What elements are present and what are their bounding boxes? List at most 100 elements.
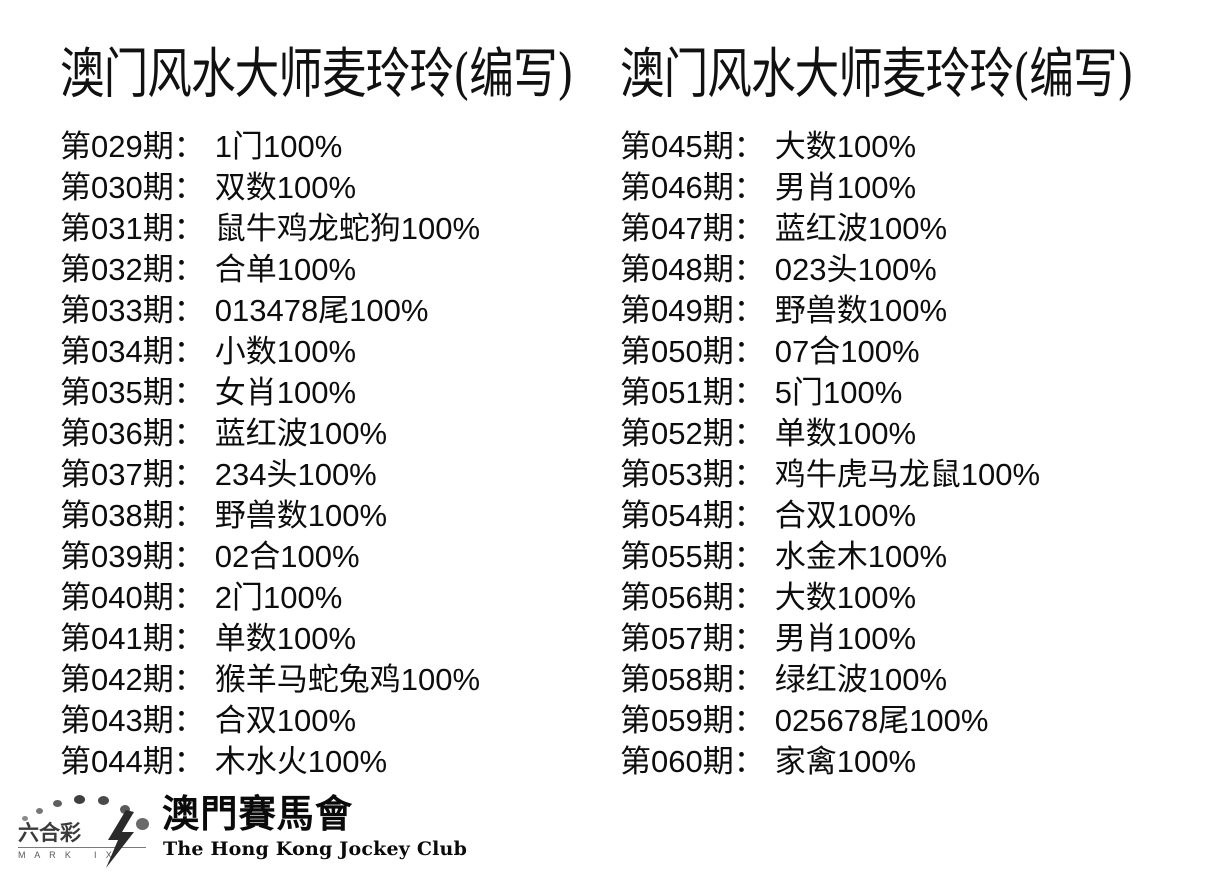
logo-divider: [18, 847, 146, 848]
prediction-row: 第040期： 2门100%: [60, 577, 620, 618]
jockey-club-chinese-name: 澳門賽馬會: [162, 791, 354, 836]
issue-label: 第042期：: [60, 662, 205, 697]
issue-label: 第046期：: [620, 170, 765, 205]
prediction-value: 07合100%: [774, 334, 920, 369]
prediction-row: 第039期： 02合100%: [60, 536, 620, 577]
prediction-row: 第058期： 绿红波100%: [620, 659, 1180, 700]
prediction-row: 第054期： 合双100%: [620, 495, 1180, 536]
prediction-row: 第049期： 野兽数100%: [620, 290, 1180, 331]
prediction-row: 第056期： 大数100%: [620, 577, 1180, 618]
prediction-value: 家禽100%: [774, 744, 917, 779]
prediction-value: 男肖100%: [774, 170, 917, 205]
prediction-row: 第057期： 男肖100%: [620, 618, 1180, 659]
issue-label: 第058期：: [620, 662, 765, 697]
prediction-row: 第038期： 野兽数100%: [60, 495, 620, 536]
prediction-value: 男肖100%: [774, 621, 917, 656]
prediction-row: 第047期： 蓝红波100%: [620, 208, 1180, 249]
issue-label: 第059期：: [620, 703, 765, 738]
prediction-row: 第034期： 小数100%: [60, 331, 620, 372]
prediction-value: 02合100%: [214, 539, 360, 574]
prediction-row: 第048期： 023头100%: [620, 249, 1180, 290]
issue-label: 第054期：: [620, 498, 765, 533]
issue-label: 第056期：: [620, 580, 765, 615]
prediction-row: 第045期： 大数100%: [620, 126, 1180, 167]
prediction-row: 第051期： 5门100%: [620, 372, 1180, 413]
mark-six-jockey-club-logo: 六合彩 M A R K I X 澳門賽馬會 The Hong Kong Jock…: [10, 791, 467, 868]
prediction-value: 木水火100%: [214, 744, 388, 779]
prediction-row: 第031期： 鼠牛鸡龙蛇狗100%: [60, 208, 620, 249]
prediction-value: 大数100%: [774, 580, 917, 615]
prediction-row: 第036期： 蓝红波100%: [60, 413, 620, 454]
prediction-row: 第041期： 单数100%: [60, 618, 620, 659]
prediction-value: 女肖100%: [214, 375, 357, 410]
prediction-row: 第032期： 合单100%: [60, 249, 620, 290]
prediction-value: 1门100%: [214, 129, 343, 164]
issue-label: 第044期：: [60, 744, 205, 779]
issue-label: 第040期：: [60, 580, 205, 615]
issue-label: 第039期：: [60, 539, 205, 574]
issue-label: 第037期：: [60, 457, 205, 492]
prediction-row: 第044期： 木水火100%: [60, 741, 620, 782]
prediction-value: 蓝红波100%: [214, 416, 388, 451]
issue-label: 第051期：: [620, 375, 765, 410]
right-prediction-list: 第045期： 大数100% 第046期： 男肖100% 第047期： 蓝红波10…: [620, 126, 1180, 782]
prediction-value: 5门100%: [774, 375, 903, 410]
lightning-bolt-icon: [106, 810, 134, 868]
issue-label: 第033期：: [60, 293, 205, 328]
prediction-value: 猴羊马蛇兔鸡100%: [214, 662, 481, 697]
right-column: 澳门风水大师麦玲玲(编写) 第045期： 大数100% 第046期： 男肖100…: [604, 0, 1208, 884]
prediction-value: 025678尾100%: [774, 703, 989, 738]
prediction-value: 水金木100%: [774, 539, 948, 574]
prediction-value: 合单100%: [214, 252, 357, 287]
issue-label: 第048期：: [620, 252, 765, 287]
prediction-value: 双数100%: [214, 170, 357, 205]
issue-label: 第035期：: [60, 375, 205, 410]
prediction-value: 鸡牛虎马龙鼠100%: [774, 457, 1041, 492]
right-column-title: 澳门风水大师麦玲玲(编写): [620, 42, 1134, 106]
prediction-value: 绿红波100%: [774, 662, 948, 697]
prediction-value: 小数100%: [214, 334, 357, 369]
issue-label: 第050期：: [620, 334, 765, 369]
issue-label: 第030期：: [60, 170, 205, 205]
prediction-value: 野兽数100%: [214, 498, 388, 533]
mark-text: M A R K: [18, 850, 75, 860]
prediction-value: 单数100%: [214, 621, 357, 656]
prediction-row: 第059期： 025678尾100%: [620, 700, 1180, 741]
six-text: I X: [94, 850, 116, 860]
left-prediction-list: 第029期： 1门100% 第030期： 双数100% 第031期： 鼠牛鸡龙蛇…: [60, 126, 620, 782]
left-column-title: 澳门风水大师麦玲玲(编写): [60, 42, 574, 106]
left-column: 澳门风水大师麦玲玲(编写) 第029期： 1门100% 第030期： 双数100…: [10, 42, 574, 868]
issue-label: 第045期：: [620, 129, 765, 164]
prediction-value: 鼠牛鸡龙蛇狗100%: [214, 211, 481, 246]
prediction-row: 第060期： 家禽100%: [620, 741, 1180, 782]
lottery-balls-arc-icon: [16, 792, 166, 830]
mark-six-logo: 六合彩 M A R K I X: [16, 792, 166, 868]
prediction-row: 第037期： 234头100%: [60, 454, 620, 495]
prediction-row: 第030期： 双数100%: [60, 167, 620, 208]
prediction-value: 013478尾100%: [214, 293, 429, 328]
prediction-row: 第033期： 013478尾100%: [60, 290, 620, 331]
issue-label: 第034期：: [60, 334, 205, 369]
issue-label: 第052期：: [620, 416, 765, 451]
prediction-row: 第042期： 猴羊马蛇兔鸡100%: [60, 659, 620, 700]
issue-label: 第055期：: [620, 539, 765, 574]
prediction-value: 234头100%: [214, 457, 377, 492]
prediction-value: 蓝红波100%: [774, 211, 948, 246]
issue-label: 第049期：: [620, 293, 765, 328]
prediction-value: 大数100%: [774, 129, 917, 164]
prediction-row: 第029期： 1门100%: [60, 126, 620, 167]
mark-six-english-label: M A R K I X: [18, 849, 148, 862]
issue-label: 第060期：: [620, 744, 765, 779]
issue-label: 第043期：: [60, 703, 205, 738]
prediction-value: 合双100%: [774, 498, 917, 533]
prediction-value: 2门100%: [214, 580, 343, 615]
prediction-value: 023头100%: [774, 252, 937, 287]
prediction-value: 单数100%: [774, 416, 917, 451]
prediction-row: 第046期： 男肖100%: [620, 167, 1180, 208]
jockey-club-english-name: The Hong Kong Jockey Club: [163, 838, 468, 860]
issue-label: 第041期：: [60, 621, 205, 656]
issue-label: 第053期：: [620, 457, 765, 492]
prediction-row: 第053期： 鸡牛虎马龙鼠100%: [620, 454, 1180, 495]
issue-label: 第032期：: [60, 252, 205, 287]
